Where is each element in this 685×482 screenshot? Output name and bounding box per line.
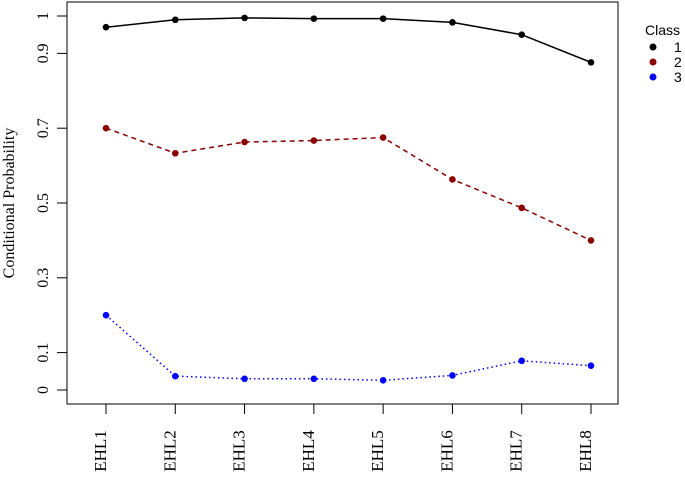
series-point-1 [449,19,456,26]
x-axis: EHL1 EHL2 EHL3 EHL4 EHL5 EHL6 EHL7 EHL8 [91,404,595,472]
series-point-3 [587,362,595,369]
x-tick-label: EHL6 [437,430,456,472]
series-point-1 [102,23,110,31]
y-axis: 0 0.1 0.3 0.5 0.7 0.9 1 [35,12,67,394]
y-tick-label: 0.3 [35,268,52,288]
series-point-2 [379,134,387,141]
legend-label-3: 3 [674,69,682,85]
x-tick-label: EHL1 [91,430,110,472]
series-point-2 [587,237,595,244]
series-layer [102,14,595,384]
series-point-1 [171,16,179,24]
series-point-2 [449,176,456,183]
x-tick-label: EHL4 [299,430,318,472]
series-point-3 [171,372,179,380]
legend-marker-3 [649,73,657,81]
x-tick-label: EHL3 [230,430,249,472]
y-tick-label: 0.9 [35,43,52,63]
series-point-3 [102,311,110,319]
legend: Class 123 [645,22,682,85]
x-tick-label: EHL2 [160,430,179,472]
series-point-2 [310,137,318,144]
legend-items: 123 [649,39,682,85]
series-point-2 [102,124,110,132]
x-tick-label: EHL7 [507,430,526,472]
series-line-3 [105,314,592,382]
series-point-2 [241,138,248,146]
y-tick-label: 0 [35,386,52,394]
legend-label-1: 1 [674,39,682,55]
y-tick-label: 1 [35,12,52,20]
series-point-1 [587,59,595,66]
series-point-1 [518,31,526,38]
series-point-3 [379,376,387,384]
y-tick-label: 0.5 [35,193,52,213]
series-point-1 [241,14,248,22]
series-point-2 [518,204,526,212]
plot-frame [66,1,619,405]
legend-marker-2 [649,58,657,66]
legend-marker-1 [649,43,657,51]
series-point-1 [379,15,387,22]
series-point-3 [518,357,526,365]
y-tick-label: 0.1 [35,343,52,363]
legend-label-2: 2 [674,54,682,70]
y-axis-label: Conditional Probability [1,128,18,279]
y-tick-label: 0.7 [35,118,52,138]
series-line-1 [105,17,592,64]
series-point-3 [310,375,318,383]
x-tick-label: EHL5 [368,430,387,472]
legend-title: Class [645,22,680,38]
series-point-3 [449,372,456,379]
x-tick-label: EHL8 [576,430,595,472]
series-point-3 [241,375,248,383]
series-point-1 [310,15,318,22]
series-line-2 [105,127,592,242]
series-point-2 [171,149,179,157]
